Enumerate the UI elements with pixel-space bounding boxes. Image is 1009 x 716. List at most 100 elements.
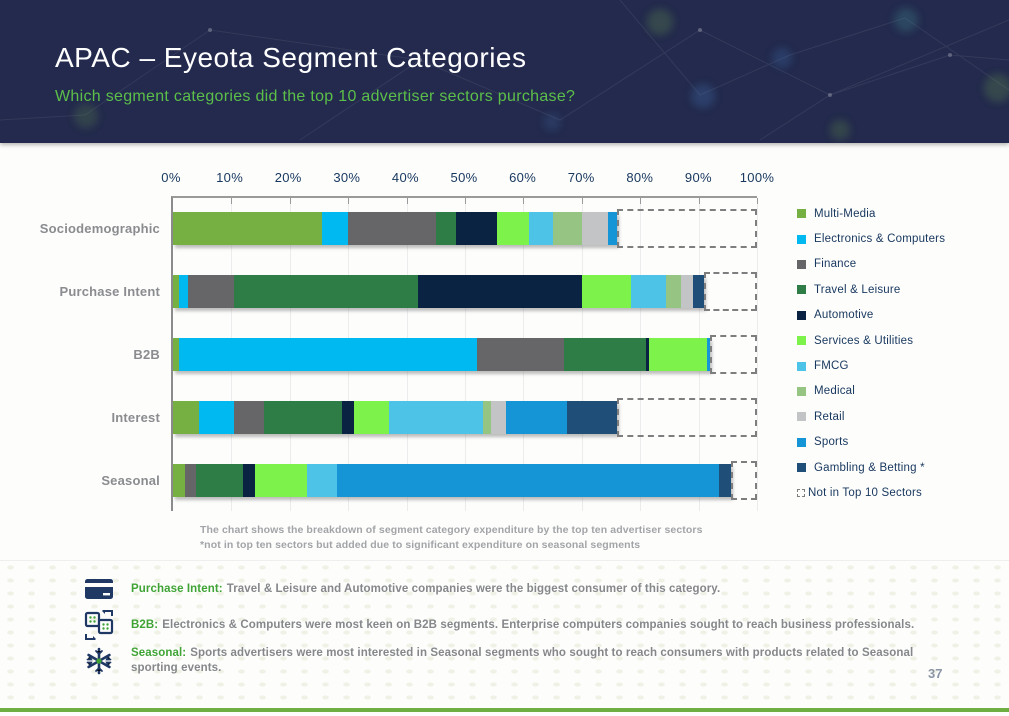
category-label: Seasonal <box>101 473 160 488</box>
bar-segment-medical <box>666 275 682 308</box>
legend-label: Retail <box>814 410 845 423</box>
callout-label: Seasonal: <box>131 647 187 659</box>
page-subtitle: Which segment categories did the top 10 … <box>55 88 576 105</box>
x-tick-label: 60% <box>509 170 537 185</box>
bar-segment-automotive <box>243 464 255 497</box>
legend-swatch-dashed-icon <box>797 488 805 497</box>
stacked-bar <box>173 464 731 497</box>
legend-swatch-icon <box>797 437 806 447</box>
legend-label: Services & Utilities <box>814 334 914 347</box>
bar-segment-fmcg <box>529 212 553 245</box>
legend-label: Automotive <box>814 309 874 322</box>
tick-mark <box>465 198 466 204</box>
category-label: Purchase Intent <box>59 284 160 299</box>
x-axis-tick-labels: 0% 10% 20% 30% 40% 50% 60% 70% 80% 90% 100% <box>161 170 774 188</box>
snowflake-icon <box>82 646 116 676</box>
callout-seasonal: Seasonal: Sports advertisers were most in… <box>82 646 962 676</box>
bar-segment-electronics <box>321 212 349 245</box>
bar-segment-electronics <box>199 401 235 434</box>
stacked-bar <box>173 275 705 308</box>
stacked-bar-chart: Sociodemographic Purchase Intent B2B Intere… <box>40 196 758 513</box>
b2b-transfer-icon <box>82 610 116 640</box>
bar-segment-automotive <box>456 212 498 245</box>
legend-item: Sports <box>797 430 945 455</box>
legend-item: FMCG <box>797 353 945 378</box>
stacked-bar <box>173 338 711 371</box>
chart-legend: Multi-Media Electronics & Computers Financ… <box>797 201 945 506</box>
legend-label: Not in Top 10 Sectors <box>808 486 922 499</box>
bar-segment-sports <box>707 338 711 371</box>
legend-label: Medical <box>814 385 856 398</box>
chart-row: Seasonal <box>101 450 757 513</box>
bar-segment-sports <box>608 212 617 245</box>
x-tick-label: 100% <box>739 170 775 185</box>
bar-segment-medical <box>482 401 492 434</box>
bar-segment-finance <box>187 275 235 308</box>
not-in-top10-dashed-box <box>730 461 757 500</box>
legend-item: Medical <box>797 379 945 404</box>
bar-segment-multi_media <box>173 464 185 497</box>
callout-text: Purchase Intent: Travel & Leisure and Aut… <box>131 582 720 597</box>
bar-segment-retail <box>491 401 506 434</box>
callouts-list: Purchase Intent: Travel & Leisure and Aut… <box>82 574 962 682</box>
legend-swatch-icon <box>797 285 806 295</box>
network-pattern-decoration <box>0 0 1009 141</box>
x-tick-label: 30% <box>333 170 361 185</box>
bar-segment-automotive <box>342 401 355 434</box>
page-number: 37 <box>928 666 943 681</box>
tick-mark <box>348 198 350 204</box>
callout-label: B2B: <box>131 618 159 631</box>
callout-body: Travel & Leisure and Automotive companie… <box>226 582 721 595</box>
bar-segment-multi_media <box>173 401 200 434</box>
legend-label: Travel & Leisure <box>814 283 901 296</box>
bar-segment-multi_media <box>173 338 179 371</box>
bar-segment-services <box>254 464 308 497</box>
legend-label: Electronics & Computers <box>814 233 946 246</box>
not-in-top10-dashed-box <box>616 209 757 248</box>
tick-mark <box>523 198 525 204</box>
bar-segment-finance <box>348 212 436 245</box>
gridline <box>757 198 758 511</box>
bar-segment-fmcg <box>307 464 337 497</box>
x-tick-label: 0% <box>161 170 181 185</box>
bar-segment-sports <box>336 464 720 497</box>
bar-segment-electronics <box>178 275 188 308</box>
bar-segment-travel <box>263 401 343 434</box>
legend-swatch-icon <box>797 463 806 473</box>
bar-segment-gambling <box>567 401 617 434</box>
legend-swatch-icon <box>797 310 806 320</box>
bar-segment-retail <box>681 275 693 308</box>
bar-segment-electronics <box>178 338 477 371</box>
legend-item: Finance <box>797 252 945 277</box>
legend-item: Services & Utilities <box>797 328 945 353</box>
callout-label: Purchase Intent: <box>131 582 223 595</box>
tick-mark <box>289 198 291 204</box>
caption-line-1: The chart shows the breakdown of segment… <box>200 524 703 536</box>
bar-segment-sports <box>505 401 568 434</box>
bar-segment-fmcg <box>389 401 483 434</box>
page-title: APAC – Eyeota Segment Categories <box>55 42 527 73</box>
tick-mark <box>757 198 758 204</box>
bar-segment-travel <box>196 464 244 497</box>
legend-swatch-icon <box>797 361 806 371</box>
bar-segment-finance <box>476 338 565 371</box>
not-in-top10-dashed-box <box>704 272 757 311</box>
legend-swatch-icon <box>797 259 806 269</box>
callout-purchase-intent: Purchase Intent: Travel & Leisure and Aut… <box>82 574 962 604</box>
bar-segment-fmcg <box>631 275 667 308</box>
category-label: Sociodemographic <box>39 221 160 236</box>
bar-segment-gambling <box>692 275 705 308</box>
legend-item: Not in Top 10 Sectors <box>797 480 945 505</box>
bar-segment-retail <box>581 212 609 245</box>
callout-b2b: B2B: Electronics & Computers were most ke… <box>82 610 962 640</box>
callout-body: Sports advertisers were most interested … <box>131 647 914 674</box>
tick-mark <box>231 198 233 204</box>
bottom-accent-bar <box>0 708 1009 712</box>
not-in-top10-dashed-box <box>616 398 757 437</box>
chart-row: Purchase Intent <box>59 261 757 324</box>
callout-text: Seasonal: Sports advertisers were most in… <box>131 646 962 676</box>
x-tick-label: 90% <box>684 170 712 185</box>
tick-mark <box>581 198 583 204</box>
stacked-bar <box>173 401 617 434</box>
